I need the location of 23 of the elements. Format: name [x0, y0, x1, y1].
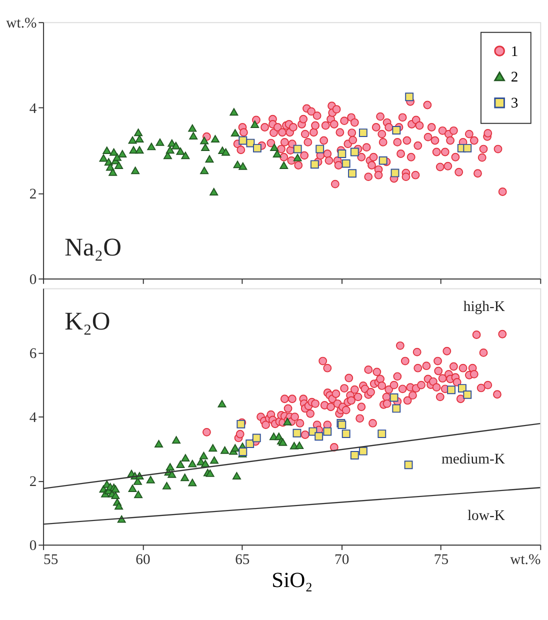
x-tick-label: 75 — [434, 552, 449, 568]
y-tick-label: 2 — [29, 474, 37, 490]
y-tick-label: 6 — [29, 346, 37, 362]
x-tick-label: 70 — [334, 552, 350, 568]
x-tick-label: 65 — [235, 552, 250, 568]
y-tick-label: 2 — [29, 186, 37, 202]
legend-label: 2 — [510, 69, 518, 86]
x-tick-label: wt.% — [510, 552, 541, 568]
x-axis-title: SiO₂ — [272, 568, 313, 592]
annotation: K₂O — [64, 306, 110, 336]
annotation: low-K — [467, 508, 506, 524]
annotation: high-K — [463, 299, 506, 316]
y-tick-label: wt.% — [6, 16, 37, 32]
annotation: medium-K — [441, 452, 506, 468]
y-tick-label: 0 — [29, 272, 37, 288]
y-tick-label: 4 — [29, 410, 38, 426]
y-tick-label: 0 — [29, 538, 37, 554]
x-tick-label: 60 — [136, 552, 150, 568]
legend-label: 1 — [510, 44, 518, 60]
annotation: Na₂O — [64, 232, 122, 262]
x-tick-label: 55 — [44, 552, 58, 568]
y-tick-label: 4 — [29, 100, 38, 117]
legend-label: 3 — [510, 96, 518, 112]
